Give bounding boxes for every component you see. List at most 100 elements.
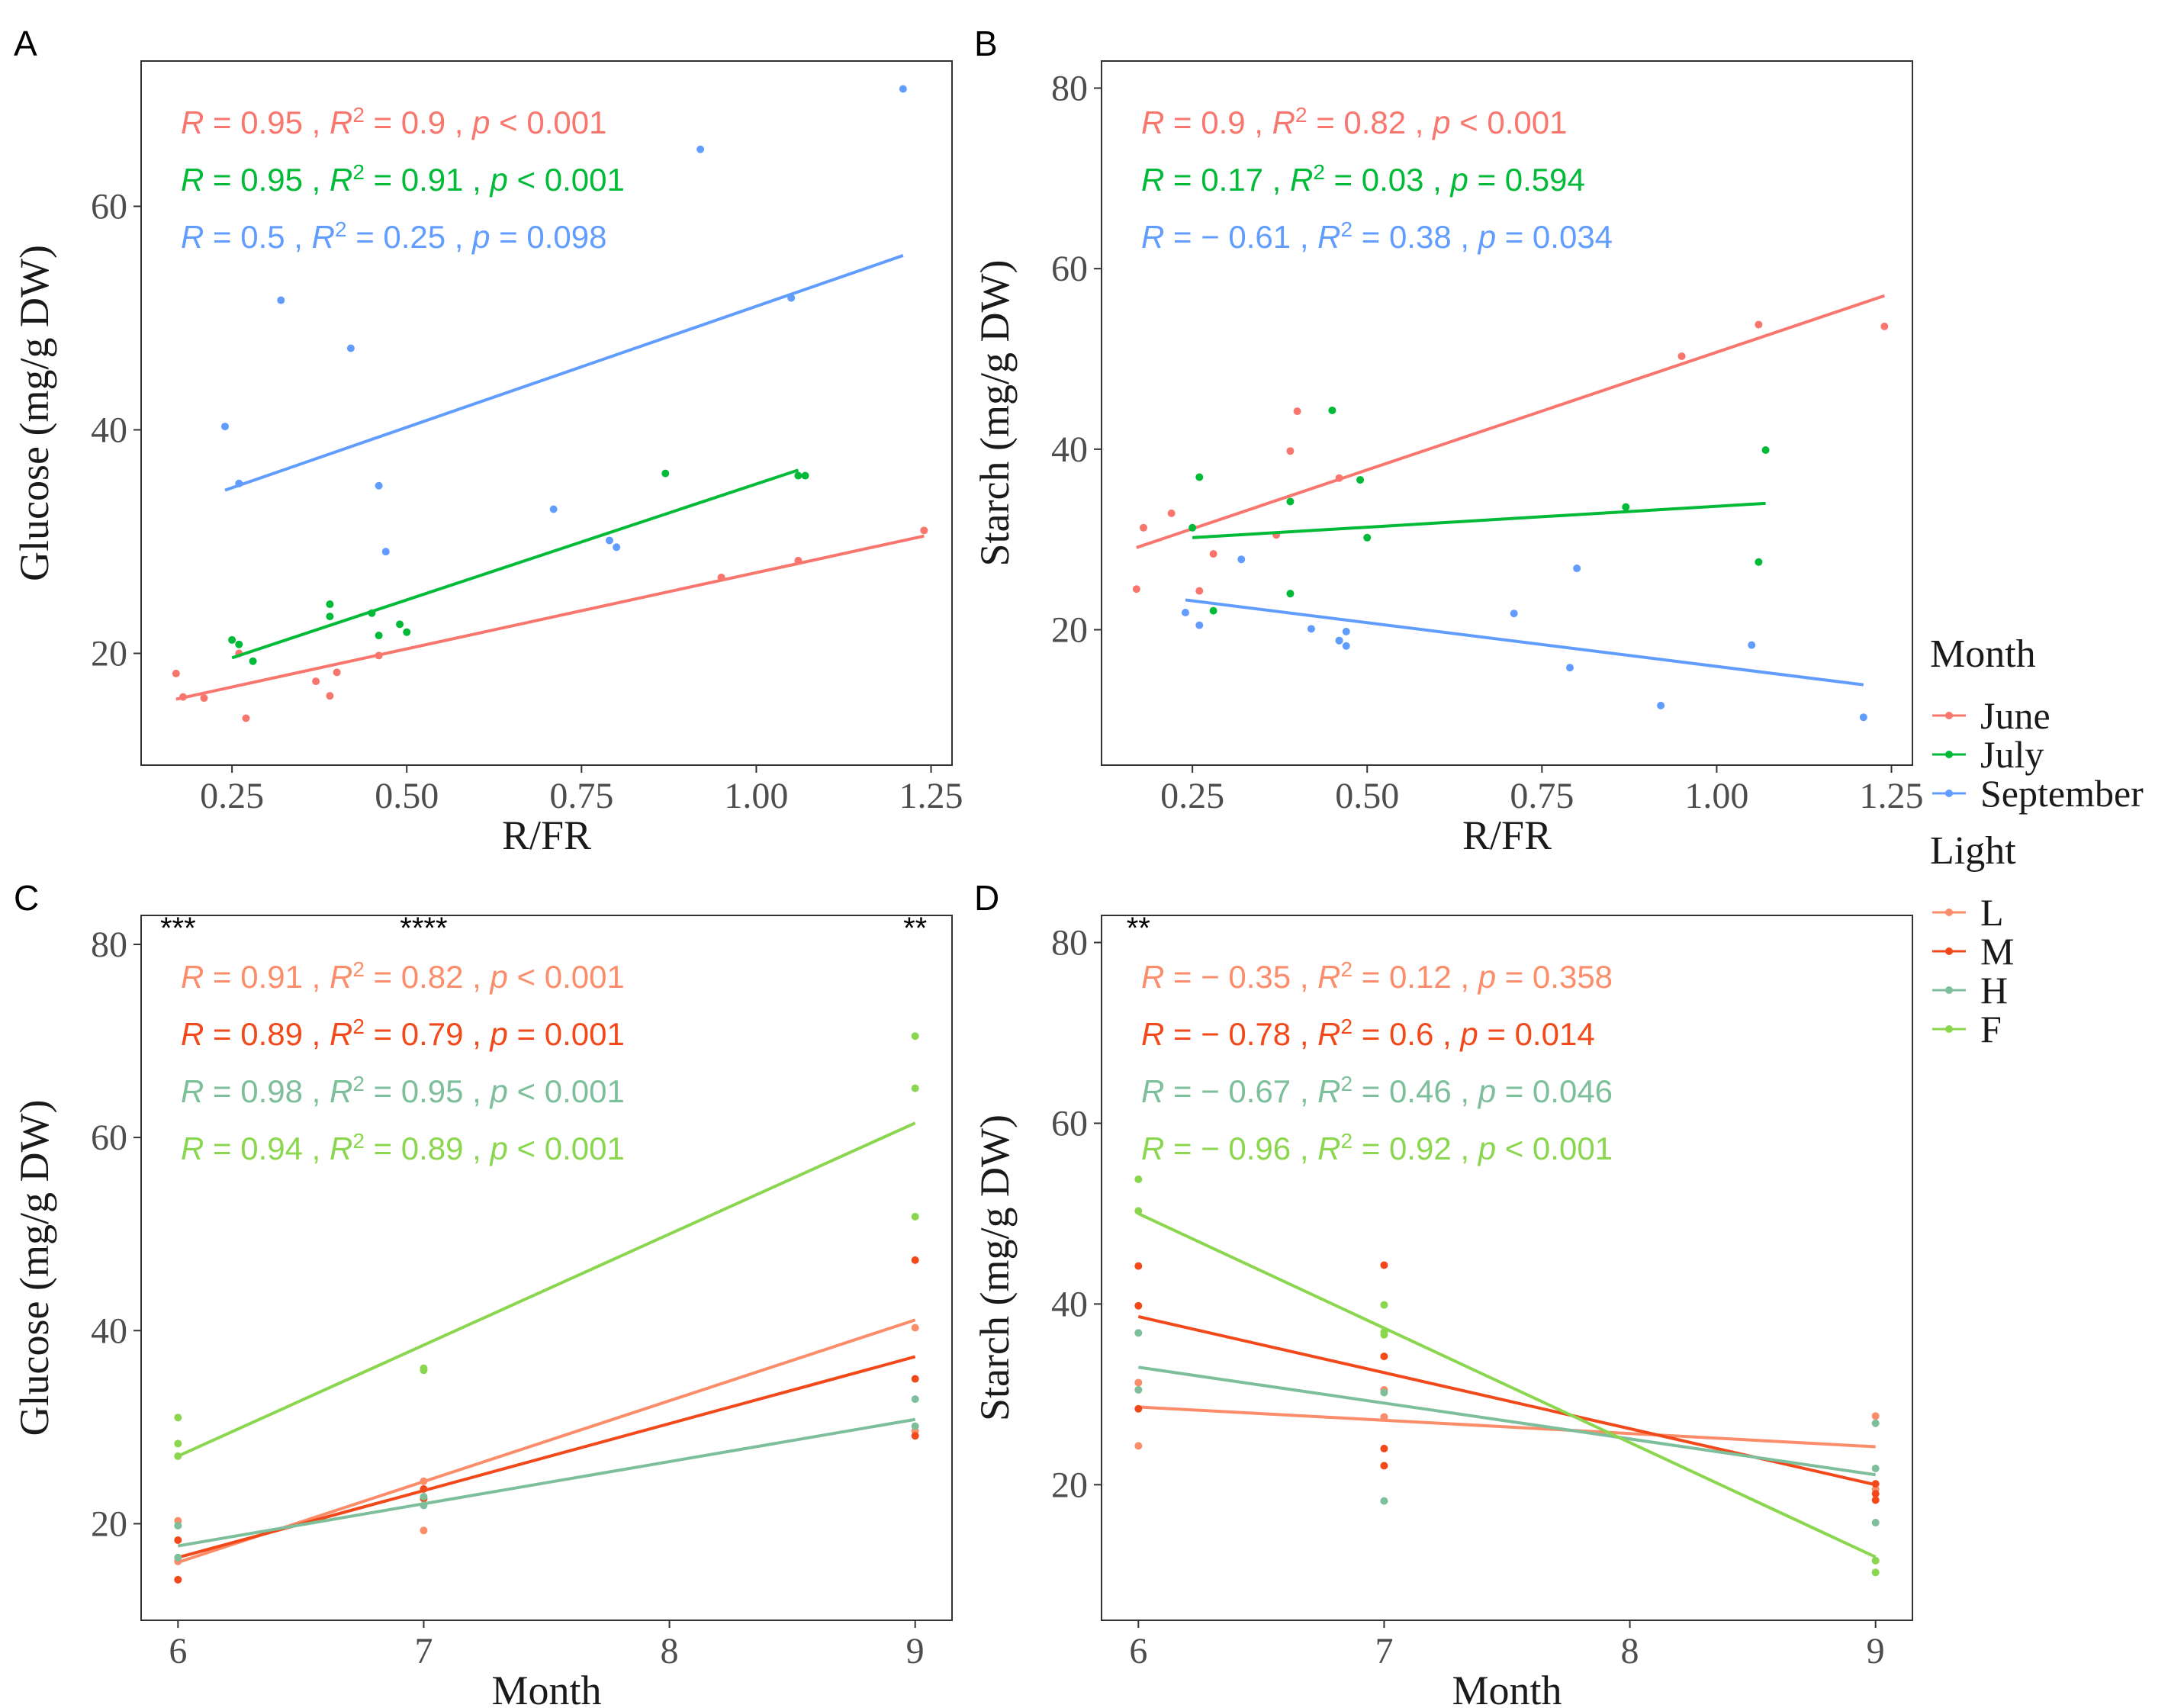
data-point	[420, 1366, 428, 1375]
legend-item-june: June	[1932, 694, 2051, 737]
series-september	[220, 85, 907, 556]
data-point	[911, 1084, 919, 1092]
data-point	[801, 471, 809, 480]
data-point	[1335, 636, 1343, 645]
stat-annotation: R = − 0.78 , R2 = 0.6 , p = 0.014	[1141, 1015, 1595, 1053]
y-tick-label: 20	[91, 633, 127, 674]
data-point	[1380, 1444, 1388, 1452]
data-point	[1328, 406, 1336, 414]
x-axis-title: Month	[1452, 1668, 1562, 1708]
legend-item-july: July	[1932, 733, 2044, 776]
fit-line	[1136, 294, 1885, 549]
data-point	[911, 1032, 919, 1041]
y-tick-label: 40	[91, 410, 127, 450]
panel-label: D	[974, 878, 999, 918]
data-point	[1293, 407, 1301, 416]
data-point	[1181, 609, 1189, 617]
data-point	[1195, 621, 1204, 629]
fit-line	[177, 1417, 916, 1548]
data-point	[911, 1375, 919, 1383]
series-h	[1134, 1329, 1880, 1527]
data-point	[1755, 320, 1763, 329]
legend-label: F	[1980, 1008, 2002, 1050]
data-point	[174, 1575, 182, 1584]
y-tick-label: 60	[1051, 1103, 1088, 1143]
stat-annotation: R = 0.95 , R2 = 0.91 , p < 0.001	[181, 160, 625, 198]
data-point	[174, 1414, 182, 1422]
series-september	[1181, 555, 1867, 722]
data-point	[1139, 523, 1147, 532]
data-point	[1871, 1556, 1880, 1565]
data-point	[1237, 555, 1246, 564]
x-tick-label: 0.50	[1335, 776, 1399, 816]
legend-label: July	[1980, 733, 2044, 776]
legend-key-point	[1945, 751, 1953, 758]
data-point	[911, 1432, 919, 1440]
data-point	[1342, 642, 1350, 650]
panel-b: B 0.25 0.50 0.75 1.00 1.25 20 40 60 80 R/FR Starch …	[972, 24, 1924, 858]
fit-line	[177, 1121, 916, 1458]
data-point	[220, 423, 229, 431]
data-point	[1307, 625, 1315, 633]
data-point	[420, 1492, 428, 1501]
stat-annotation: R = 0.17 , R2 = 0.03 , p = 0.594	[1141, 160, 1585, 198]
data-point	[1761, 446, 1770, 455]
x-tick-label: 1.25	[1860, 776, 1924, 816]
data-point	[1510, 610, 1518, 618]
stat-annotation: R = 0.95 , R2 = 0.9 , p < 0.001	[181, 103, 606, 141]
data-point	[605, 536, 613, 545]
data-point	[174, 1536, 182, 1544]
data-point	[1195, 473, 1204, 481]
x-tick-label: 6	[1129, 1631, 1147, 1671]
series-june	[1132, 294, 1889, 595]
data-point	[403, 628, 411, 636]
x-tick-label: 7	[1375, 1631, 1393, 1671]
data-point	[794, 471, 803, 480]
significance-marker: **	[903, 912, 927, 945]
data-point	[1134, 1442, 1143, 1450]
data-point	[1134, 1404, 1143, 1413]
y-tick-label: 80	[91, 925, 127, 965]
x-axis-title: R/FR	[1462, 812, 1552, 858]
data-point	[1209, 550, 1217, 558]
data-point	[1871, 1412, 1880, 1420]
legend-key-point	[1945, 947, 1953, 955]
data-point	[549, 505, 558, 513]
data-point	[200, 694, 208, 703]
legend-light-title: Light	[1930, 829, 2016, 873]
data-point	[911, 1395, 919, 1404]
plot-frame	[1101, 60, 1913, 766]
y-tick-label: 60	[1051, 249, 1088, 289]
data-point	[1356, 476, 1365, 484]
data-point	[1286, 590, 1295, 598]
data-point	[346, 344, 355, 352]
data-point	[1380, 1497, 1388, 1505]
data-point	[172, 669, 180, 677]
data-point	[1167, 509, 1176, 517]
y-tick-label: 20	[1051, 610, 1088, 651]
data-point	[312, 677, 320, 686]
data-point	[696, 145, 705, 153]
data-point	[911, 1422, 919, 1430]
data-point	[1573, 565, 1581, 573]
data-point	[1286, 497, 1295, 506]
legend-label: M	[1980, 930, 2014, 973]
stat-annotation: R = − 0.67 , R2 = 0.46 , p = 0.046	[1141, 1072, 1613, 1110]
y-axis-title: Starch (mg/g DW)	[972, 1115, 1018, 1421]
data-point	[1134, 1378, 1143, 1387]
data-point	[174, 1439, 182, 1448]
panel-d: D 6 7 8 9 20 40 60 80 Month Starch (mg/g DW) R = − …	[972, 878, 1913, 1708]
significance-marker: ****	[400, 912, 447, 945]
data-point	[920, 526, 928, 535]
stat-annotation: R = 0.98 , R2 = 0.95 , p < 0.001	[181, 1072, 625, 1110]
x-tick-label: 9	[906, 1631, 925, 1671]
legend-key-point	[1945, 909, 1953, 916]
data-point	[661, 469, 670, 478]
data-point	[1342, 627, 1350, 635]
legend-item-h: H	[1932, 969, 2008, 1012]
data-point	[326, 613, 334, 621]
data-point	[174, 1553, 182, 1562]
data-point	[326, 600, 334, 609]
legend-label: L	[1980, 891, 2004, 934]
